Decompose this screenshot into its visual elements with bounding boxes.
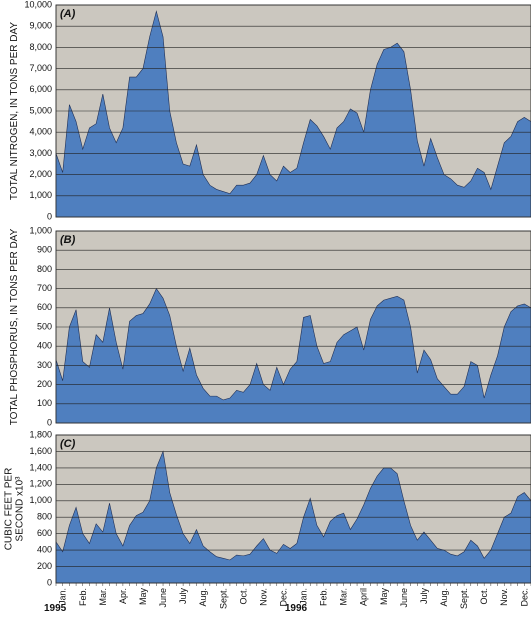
x-tick-label: April [359,588,369,606]
area [55,10,531,218]
y-tick-label: 600 [37,302,52,312]
plot-frame [55,4,531,218]
y-tick-label: 0 [47,417,52,427]
y-tick-label: 800 [37,264,52,274]
y-tick-label: 7,000 [29,63,52,73]
x-tick-label: Oct. [479,588,489,605]
y-tick-label: 1,600 [29,446,52,456]
x-tick-label: Jan. [299,588,309,605]
x-tick-label: Mar. [339,588,349,606]
y-axis-label: SECOND x10³ [15,476,26,542]
x-tick-label: July [419,588,429,605]
year-label: 1996 [285,603,308,614]
x-tick-label: Nov. [258,588,268,606]
y-tick-label: 1,800 [29,429,52,439]
panel-label: (A) [60,8,76,20]
x-tick-label: Apr. [118,588,128,604]
y-tick-label: 1,000 [29,225,52,235]
y-tick-label: 8,000 [29,42,52,52]
year-label: 1995 [44,603,67,614]
y-tick-label: 2,000 [29,169,52,179]
panel-label: (B) [60,234,76,246]
y-tick-label: 800 [37,512,52,522]
y-tick-label: 3,000 [29,148,52,158]
y-tick-label: 400 [37,341,52,351]
y-tick-label: 0 [47,211,52,221]
y-tick-label: 1,400 [29,462,52,472]
x-tick-label: Dec. [519,588,529,607]
y-tick-label: 300 [37,360,52,370]
x-tick-label: Dec. [278,588,288,607]
x-tick-label: Sept. [459,588,469,609]
plot-frame [55,230,531,424]
y-tick-label: 1,200 [29,479,52,489]
y-tick-label: 200 [37,561,52,571]
y-axis-label: TOTAL PHOSPHORUS, IN TONS PER DAY [9,228,20,425]
x-tick-label: July [178,588,188,605]
y-tick-label: 1,000 [29,190,52,200]
y-tick-label: 4,000 [29,127,52,137]
y-tick-label: 1,000 [29,495,52,505]
x-tick-label: Aug. [439,588,449,607]
x-tick-label: Aug. [198,588,208,607]
y-tick-label: 500 [37,321,52,331]
y-axis-label: TOTAL NITROGEN, IN TONS PER DAY [9,22,20,201]
x-tick-label: May [379,588,389,606]
y-tick-label: 700 [37,283,52,293]
y-tick-label: 6,000 [29,84,52,94]
y-tick-label: 9,000 [29,21,52,31]
x-tick-label: Feb. [319,588,329,606]
y-tick-label: 5,000 [29,105,52,115]
y-tick-label: 200 [37,379,52,389]
x-tick-label: Oct. [238,588,248,605]
x-tick-label: Feb. [78,588,88,606]
area [55,287,531,424]
x-tick-label: Jan. [58,588,68,605]
y-tick-label: 400 [37,544,52,554]
plot-frame [55,434,531,584]
x-tick-label: June [399,588,409,608]
x-tick-label: Mar. [98,588,108,606]
y-tick-label: 0 [47,577,52,587]
y-tick-label: 900 [37,245,52,255]
y-tick-label: 600 [37,528,52,538]
x-tick-label: May [138,588,148,606]
y-axis-label: CUBIC FEET PER [4,468,15,551]
y-tick-label: 100 [37,398,52,408]
y-tick-label: 10,000 [24,0,52,9]
x-tick-label: Nov. [499,588,509,606]
panel-label: (C) [60,438,76,450]
x-tick-label: June [158,588,168,608]
x-tick-label: Sept. [218,588,228,609]
